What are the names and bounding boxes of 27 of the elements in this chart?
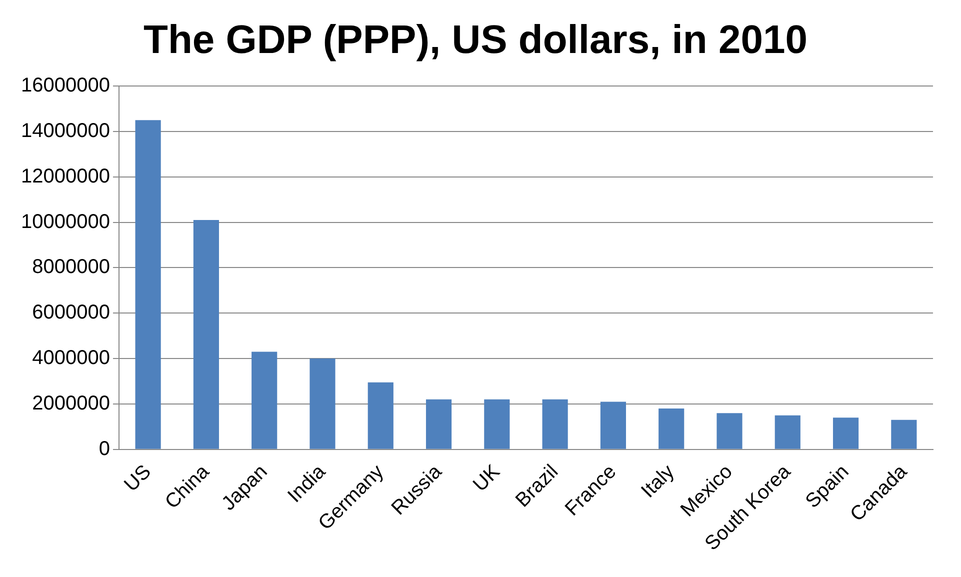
bar [310,358,336,449]
bar [542,399,568,449]
bar [193,220,219,449]
y-tick-label: 16000000 [21,74,110,97]
bar [891,420,917,449]
bar [658,408,684,449]
bar [426,399,452,449]
y-tick-label: 4000000 [32,347,110,370]
y-tick-label: 0 [98,438,110,460]
bar [368,382,394,449]
y-tick-label: 8000000 [32,256,110,278]
bar [774,415,800,449]
bar [716,413,742,449]
y-tick-label: 6000000 [32,302,110,324]
bar [135,120,161,449]
bar [252,352,278,449]
y-tick-label: 2000000 [32,392,110,414]
bar [832,418,859,449]
chart-title: The GDP (PPP), US dollars, in 2010 [144,18,808,62]
x-tick-label: US [120,460,156,496]
y-tick-label: 14000000 [21,120,110,142]
x-tick-label: UK [469,460,505,496]
y-tick-label: 12000000 [21,165,110,188]
bar [484,399,510,449]
y-tick-label: 10000000 [21,210,110,233]
x-tick-label: Italy [637,460,679,502]
bar [600,402,626,449]
